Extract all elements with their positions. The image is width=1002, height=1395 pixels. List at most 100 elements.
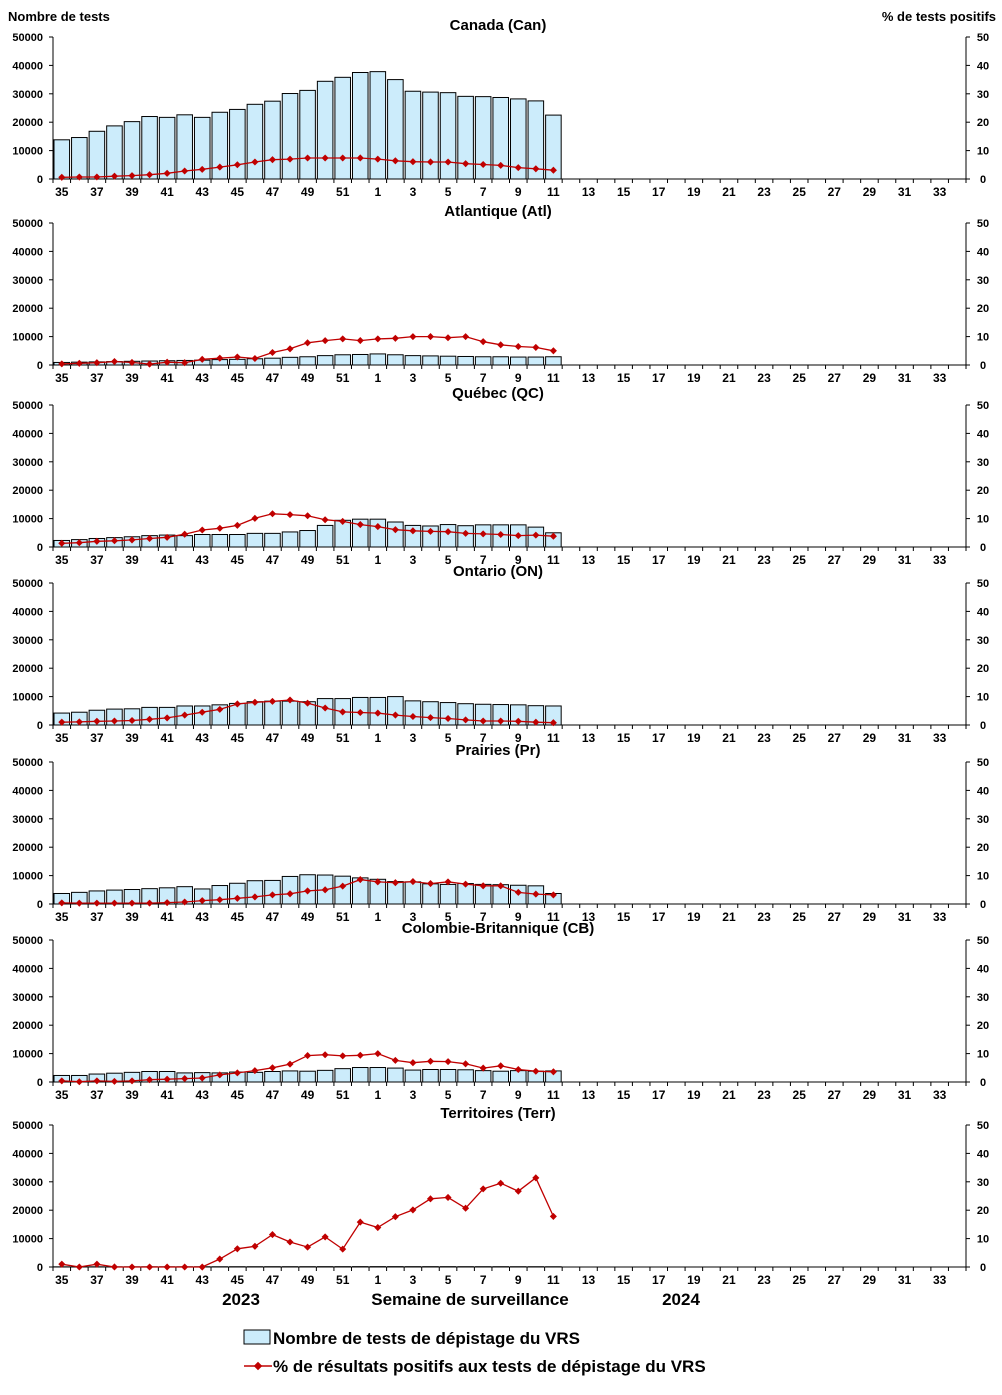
- bar: [369, 353, 387, 366]
- line-point: [198, 708, 206, 716]
- right-tick-label: 30: [977, 635, 989, 647]
- x-tick-label: 27: [828, 553, 842, 567]
- x-tick-label: 3: [410, 371, 417, 385]
- left-tick-label: 40000: [12, 428, 43, 440]
- x-tick-label: 5: [445, 553, 452, 567]
- line-point: [128, 899, 136, 907]
- line-point: [286, 890, 294, 898]
- line-point: [304, 154, 312, 162]
- right-tick-label: 0: [980, 360, 986, 372]
- line-point: [216, 354, 224, 362]
- bar: [422, 355, 439, 366]
- line-point: [58, 360, 66, 368]
- x-tick-label: 43: [196, 371, 210, 385]
- x-tick-label: 45: [231, 185, 245, 199]
- chart-title: Canada (Can): [450, 17, 547, 34]
- x-tick-label: 49: [301, 1273, 315, 1287]
- right-tick-label: 30: [977, 1177, 989, 1189]
- line-point: [444, 1193, 452, 1201]
- bar: [123, 121, 141, 180]
- x-tick-label: 13: [582, 1273, 596, 1287]
- line-point: [374, 523, 382, 531]
- left-tick-label: 50000: [12, 218, 43, 230]
- right-tick-label: 10: [977, 146, 989, 158]
- right-tick-label: 10: [977, 871, 989, 883]
- x-tick-label: 13: [582, 553, 596, 567]
- left-tick-label: 0: [37, 360, 43, 372]
- line-point: [514, 342, 522, 351]
- line-point: [479, 530, 487, 538]
- x-tick-label: 3: [410, 1273, 417, 1287]
- left-tick-label: 0: [37, 720, 43, 732]
- bar: [316, 80, 334, 180]
- x-tick-label: 35: [55, 371, 69, 385]
- chart-title: Québec (QC): [452, 385, 544, 402]
- line-point: [426, 880, 435, 888]
- legend-bar-label: Nombre de tests de dépistage du VRS: [273, 1329, 580, 1348]
- bar: [334, 1068, 351, 1083]
- x-tick-label: 41: [160, 731, 174, 745]
- x-tick-label: 7: [480, 553, 487, 567]
- x-tick-label: 19: [687, 1088, 701, 1102]
- left-tick-label: 30000: [12, 89, 43, 101]
- line-point: [479, 882, 487, 890]
- bar: [281, 700, 299, 726]
- bar: [158, 116, 176, 180]
- line-point: [286, 1238, 294, 1246]
- line-point: [304, 512, 312, 520]
- bar: [387, 1067, 404, 1083]
- x-tick-label: 7: [480, 1088, 487, 1102]
- right-tick-label: 0: [980, 1262, 986, 1274]
- line-point: [146, 360, 154, 368]
- x-tick-label: 27: [828, 371, 842, 385]
- right-axis-title: % de tests positifs: [882, 9, 996, 24]
- x-tick-label: 37: [90, 1088, 104, 1102]
- x-tick-label: 1: [374, 371, 381, 385]
- bar: [193, 534, 211, 548]
- line-point: [532, 165, 540, 173]
- bar: [316, 1069, 334, 1083]
- bar: [281, 531, 299, 548]
- left-tick-label: 10000: [12, 692, 43, 704]
- bar: [404, 1069, 422, 1083]
- line-point: [444, 714, 452, 723]
- line-point: [479, 1064, 487, 1072]
- x-tick-label: 1: [374, 185, 381, 199]
- line-point: [128, 1263, 136, 1271]
- line-point: [268, 348, 277, 357]
- x-tick-label: 45: [231, 371, 245, 385]
- x-tick-label: 29: [863, 553, 877, 567]
- x-tick-label: 31: [898, 910, 912, 924]
- line-point: [514, 717, 522, 725]
- x-tick-label: 47: [266, 1273, 280, 1287]
- bar: [404, 355, 422, 366]
- x-tick-label: 21: [722, 910, 736, 924]
- left-tick-label: 50000: [12, 32, 43, 44]
- line-point: [75, 359, 83, 367]
- line-point: [339, 335, 347, 343]
- line-point: [198, 526, 206, 534]
- line-point: [462, 880, 470, 888]
- line-point: [426, 1195, 435, 1203]
- legend-line-marker: [253, 1361, 263, 1371]
- left-tick-label: 20000: [12, 117, 43, 129]
- x-tick-label: 45: [231, 731, 245, 745]
- line-point: [163, 1263, 171, 1271]
- x-tick-label: 9: [515, 553, 522, 567]
- bar: [369, 1067, 387, 1083]
- x-tick-label: 37: [90, 1273, 104, 1287]
- x-tick-label: 35: [55, 553, 69, 567]
- bar: [316, 355, 334, 366]
- right-tick-label: 50: [977, 1120, 989, 1132]
- chart-title: Ontario (ON): [453, 563, 543, 580]
- x-tick-label: 27: [828, 1088, 842, 1102]
- x-tick-label: 33: [933, 731, 947, 745]
- chart-panel: Prairies (Pr) 0 10000 20000 30000 40000 50000 0…: [12, 742, 989, 924]
- x-tick-label: 19: [687, 185, 701, 199]
- x-tick-label: 13: [582, 731, 596, 745]
- left-tick-label: 30000: [12, 457, 43, 469]
- line-point: [286, 155, 294, 163]
- x-tick-label: 51: [336, 553, 350, 567]
- right-tick-label: 40: [977, 1148, 989, 1160]
- left-tick-label: 20000: [12, 663, 43, 675]
